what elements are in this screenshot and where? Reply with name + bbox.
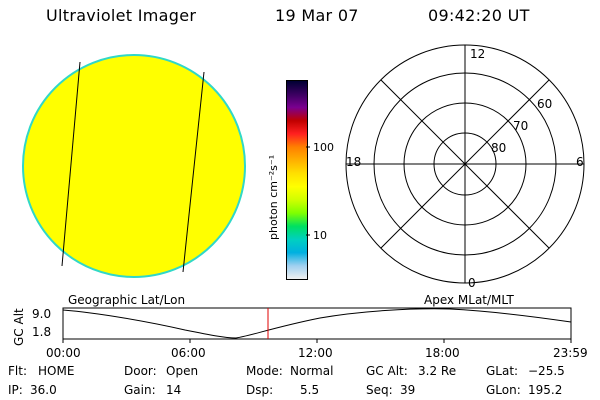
time-tick-2359: 23:59 [553, 346, 588, 360]
flt-value: HOME [38, 364, 75, 378]
apex-title: Apex MLat/MLT [424, 293, 514, 307]
gcalt-value: 3.2 Re [418, 364, 457, 378]
observation-time: 09:42:20 UT [428, 6, 530, 25]
mode-value: Normal [290, 364, 334, 378]
flt-label: Flt: [8, 364, 27, 378]
ip-value: 36.0 [30, 383, 57, 397]
instrument-title: Ultraviolet Imager [46, 6, 197, 25]
mlat-label-80: 80 [491, 141, 507, 155]
uv-disk [22, 54, 246, 278]
time-tick-1800: 18:00 [425, 346, 460, 360]
colorbar [286, 80, 308, 280]
gcalt-label: GC Alt: [366, 364, 408, 378]
dsp-value: 5.5 [300, 383, 320, 397]
longitude-line-right [182, 71, 205, 273]
mode-label: Mode: [246, 364, 283, 378]
y-min-label: 1.8 [32, 325, 52, 339]
door-label: Door: [124, 364, 157, 378]
longitude-line-left [61, 61, 81, 267]
mlat-label-60: 60 [537, 97, 553, 111]
observation-date: 19 Mar 07 [275, 6, 359, 25]
ip-label: IP: [8, 383, 23, 397]
gain-value: 14 [166, 383, 182, 397]
glat-label: GLat: [486, 364, 519, 378]
mlt-label-6: 6 [576, 155, 584, 169]
time-tick-1200: 12:00 [298, 346, 333, 360]
colorbar-tick-10: 10 [313, 229, 327, 242]
glat-value: −25.5 [528, 364, 565, 378]
colorbar-gradient [287, 81, 307, 279]
time-tick-0000: 00:00 [46, 346, 81, 360]
seq-label: Seq: [366, 383, 393, 397]
y-max-label: 9.0 [32, 307, 52, 321]
mlt-label-12: 12 [470, 47, 486, 61]
time-axis-ticks [62, 339, 572, 343]
geographic-title: Geographic Lat/Lon [68, 293, 186, 307]
glon-value: 195.2 [528, 383, 563, 397]
gain-label: Gain: [124, 383, 156, 397]
door-value: Open [166, 364, 199, 378]
mlt-label-0: 0 [468, 276, 476, 290]
colorbar-tick-100: 100 [313, 141, 334, 154]
seq-value: 39 [400, 383, 416, 397]
mlt-label-18: 18 [346, 155, 362, 169]
altitude-curve [62, 308, 572, 339]
glon-label: GLon: [486, 383, 521, 397]
dsp-label: Dsp: [246, 383, 274, 397]
time-tick-0600: 06:00 [171, 346, 206, 360]
mlat-label-70: 70 [513, 119, 529, 133]
